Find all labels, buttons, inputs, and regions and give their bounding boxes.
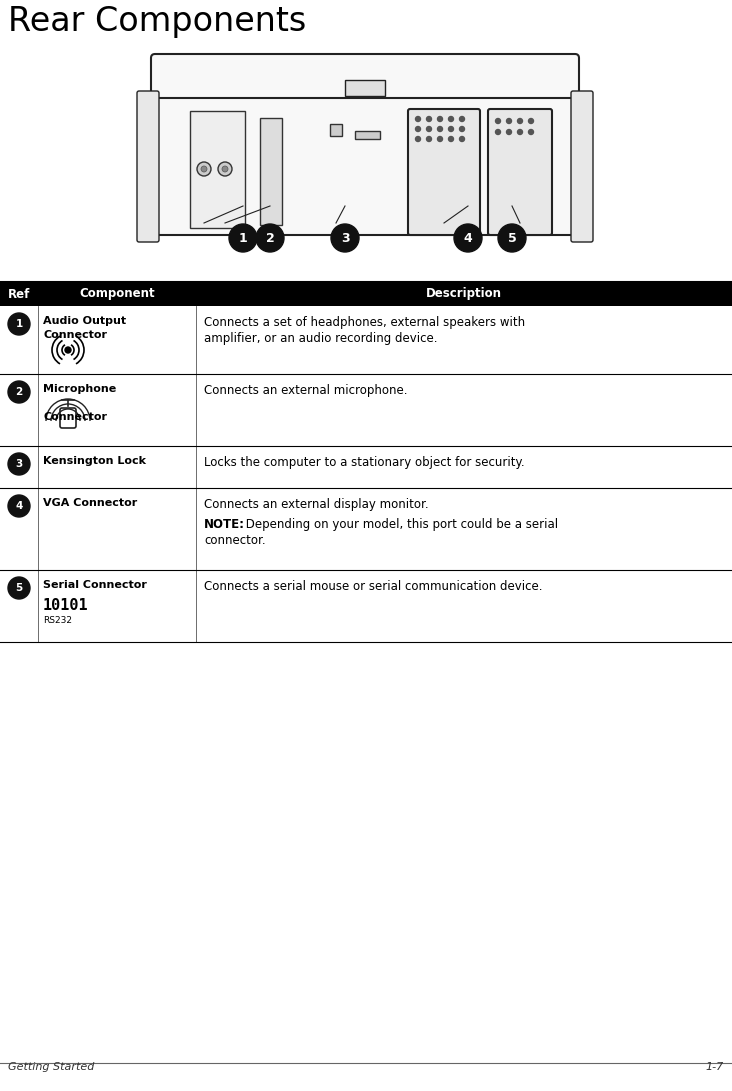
Circle shape (416, 127, 420, 132)
Bar (190, 111, 245, 228)
Text: 4: 4 (15, 501, 23, 511)
Circle shape (256, 224, 284, 252)
Circle shape (427, 117, 431, 121)
Text: 1-7: 1-7 (706, 1062, 724, 1072)
Circle shape (218, 161, 232, 176)
Circle shape (449, 136, 454, 142)
Bar (0, 305, 732, 374)
Text: Connector: Connector (43, 412, 107, 422)
Text: 3: 3 (340, 231, 349, 244)
Text: Connects an external display monitor.: Connects an external display monitor. (204, 497, 429, 511)
Bar (0, 446, 732, 488)
Circle shape (65, 347, 71, 353)
Text: Rear Components: Rear Components (8, 5, 306, 38)
Bar (355, 131, 380, 139)
Circle shape (529, 119, 534, 123)
FancyBboxPatch shape (137, 91, 159, 242)
Circle shape (8, 313, 30, 335)
Circle shape (8, 577, 30, 599)
Text: Getting Started: Getting Started (8, 1062, 94, 1072)
FancyBboxPatch shape (488, 109, 552, 235)
Text: connector.: connector. (204, 533, 266, 547)
FancyBboxPatch shape (571, 91, 593, 242)
Circle shape (427, 136, 431, 142)
Circle shape (427, 127, 431, 132)
Circle shape (197, 161, 211, 176)
Circle shape (449, 127, 454, 132)
Circle shape (416, 117, 420, 121)
Text: Description: Description (426, 288, 502, 300)
Circle shape (201, 166, 207, 172)
FancyBboxPatch shape (60, 408, 76, 428)
Text: Connects an external microphone.: Connects an external microphone. (204, 384, 408, 397)
Text: Component: Component (79, 288, 154, 300)
Circle shape (496, 119, 501, 123)
Circle shape (460, 127, 465, 132)
Text: Depending on your model, this port could be a serial: Depending on your model, this port could… (242, 518, 558, 531)
Text: NOTE:: NOTE: (204, 518, 245, 531)
Bar (345, 80, 385, 96)
Text: 4: 4 (463, 231, 472, 244)
Circle shape (529, 130, 534, 134)
Circle shape (507, 130, 512, 134)
Circle shape (229, 224, 257, 252)
FancyBboxPatch shape (408, 109, 480, 235)
Bar (155, 98, 575, 235)
Circle shape (438, 127, 443, 132)
Circle shape (8, 381, 30, 403)
Bar (330, 124, 342, 136)
Circle shape (496, 130, 501, 134)
Bar (0, 570, 732, 642)
Text: 2: 2 (266, 231, 274, 244)
Text: 5: 5 (15, 583, 23, 594)
Circle shape (438, 136, 443, 142)
Text: 1: 1 (239, 231, 247, 244)
Text: 10101: 10101 (43, 598, 89, 613)
Circle shape (507, 119, 512, 123)
Text: 2: 2 (15, 387, 23, 397)
Text: VGA Connector: VGA Connector (43, 497, 138, 508)
Circle shape (331, 224, 359, 252)
Circle shape (460, 136, 465, 142)
Text: Ref: Ref (8, 288, 30, 300)
Text: 5: 5 (507, 231, 516, 244)
Bar (0, 488, 732, 570)
Circle shape (498, 224, 526, 252)
Text: Serial Connector: Serial Connector (43, 580, 147, 590)
FancyBboxPatch shape (151, 53, 579, 100)
Text: Audio Output: Audio Output (43, 316, 126, 326)
Circle shape (460, 117, 465, 121)
Text: RS232: RS232 (43, 616, 72, 625)
Circle shape (449, 117, 454, 121)
Circle shape (454, 224, 482, 252)
Circle shape (222, 166, 228, 172)
Circle shape (518, 130, 523, 134)
Circle shape (8, 453, 30, 475)
Bar (0, 281, 732, 305)
Text: 1: 1 (15, 319, 23, 329)
Circle shape (416, 136, 420, 142)
Text: Connects a serial mouse or serial communication device.: Connects a serial mouse or serial commun… (204, 580, 542, 594)
Circle shape (438, 117, 443, 121)
Text: Microphone: Microphone (43, 384, 116, 394)
Text: 3: 3 (15, 459, 23, 469)
Text: Connector: Connector (43, 329, 107, 340)
Text: Kensington Lock: Kensington Lock (43, 456, 146, 466)
Text: amplifier, or an audio recording device.: amplifier, or an audio recording device. (204, 332, 438, 345)
Bar (260, 118, 282, 225)
Text: Locks the computer to a stationary object for security.: Locks the computer to a stationary objec… (204, 456, 525, 469)
Circle shape (518, 119, 523, 123)
Circle shape (8, 495, 30, 517)
Bar (0, 374, 732, 446)
Text: Connects a set of headphones, external speakers with: Connects a set of headphones, external s… (204, 316, 525, 329)
